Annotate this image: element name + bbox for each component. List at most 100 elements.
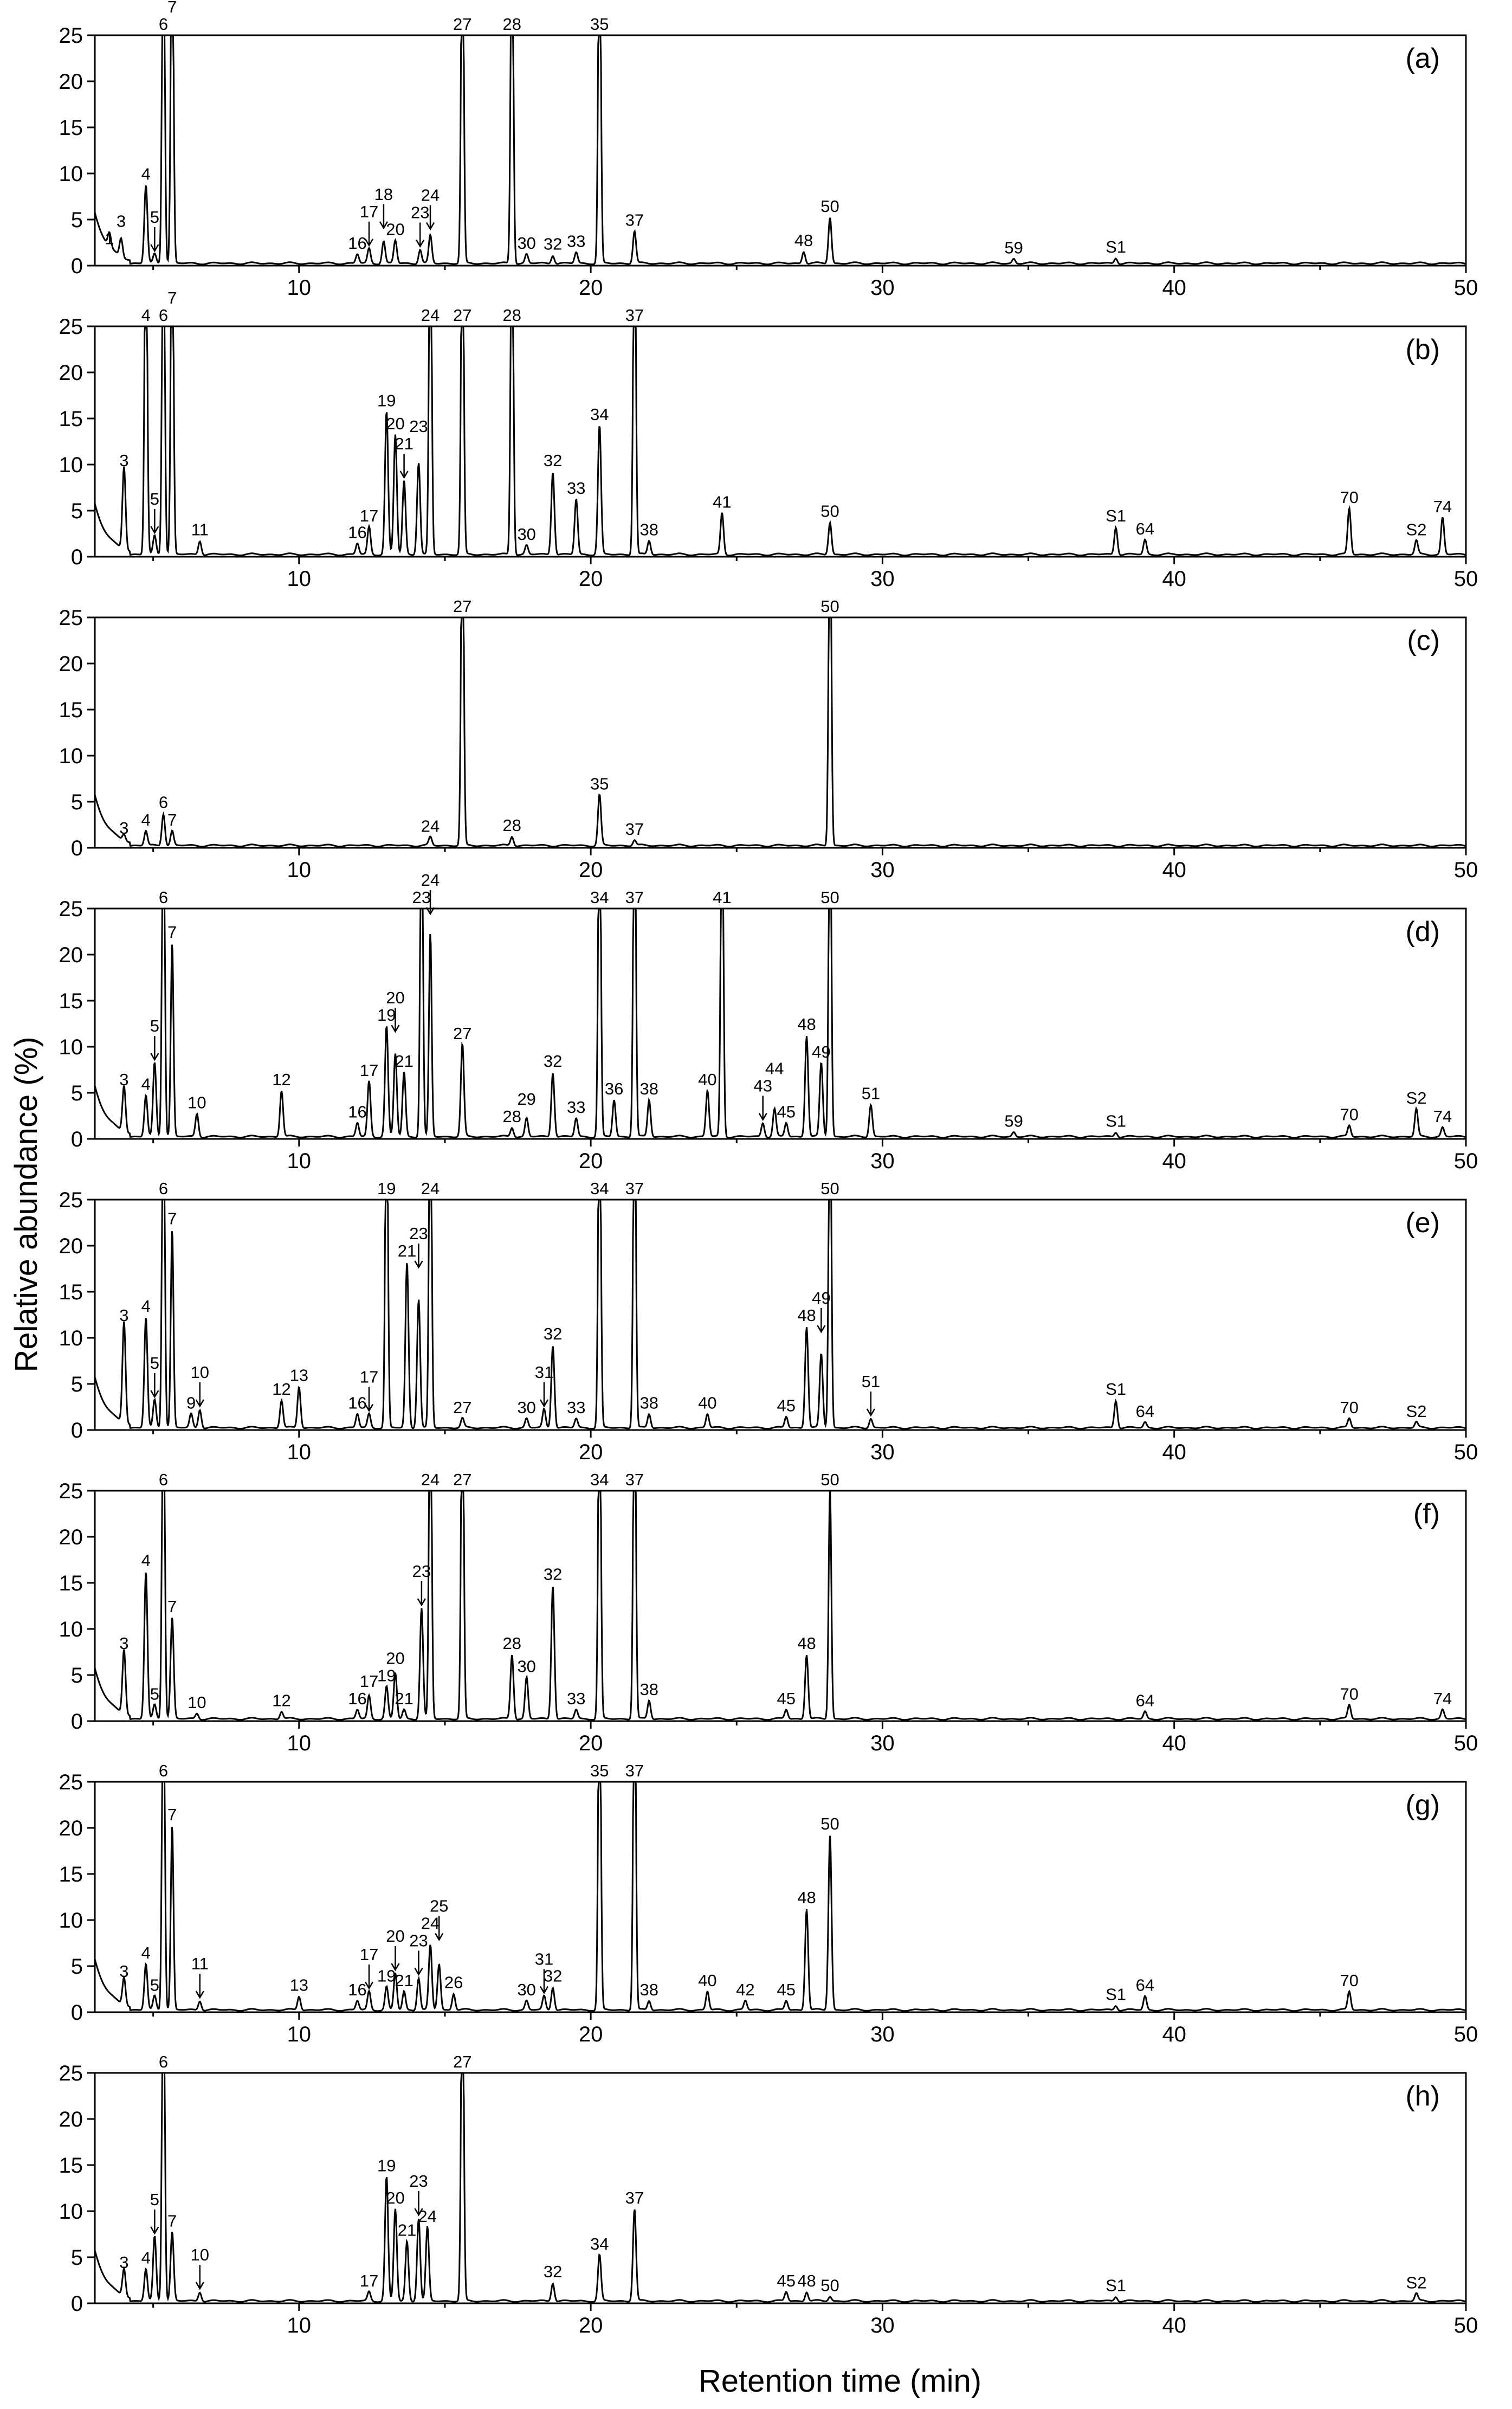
x-tick-label: 20 — [579, 1731, 603, 1755]
peak-label: 37 — [625, 1761, 644, 1780]
x-tick-label: 50 — [1454, 567, 1478, 591]
peak-arrow-head — [150, 1053, 159, 1061]
peak-label: 21 — [395, 1052, 413, 1071]
peak-label: 27 — [453, 2052, 471, 2071]
peak-label: S1 — [1106, 1380, 1126, 1399]
peak-label: 19 — [377, 1179, 396, 1198]
chromatogram-trace — [95, 1200, 1466, 1430]
x-tick-label: 10 — [287, 1731, 312, 1755]
peak-arrow-head — [195, 2282, 204, 2290]
peak-label: 10 — [188, 1093, 206, 1112]
peak-label: 18 — [374, 185, 393, 204]
peak-arrow-head — [391, 1025, 400, 1033]
peak-label: 37 — [625, 888, 644, 907]
peak-label: 34 — [590, 1179, 609, 1198]
peak-label: 19 — [377, 1967, 396, 1986]
peak-label: 24 — [421, 1914, 440, 1933]
peak-label: 6 — [159, 1470, 168, 1489]
peak-label: 23 — [409, 1224, 428, 1243]
peak-arrow-head — [539, 1986, 549, 1994]
peak-label: 12 — [272, 1691, 290, 1710]
peak-label: 40 — [698, 1070, 716, 1089]
peak-label: 7 — [167, 923, 177, 942]
peak-label: 6 — [159, 1761, 168, 1780]
peak-label: 4 — [141, 1551, 151, 1570]
peak-label: 21 — [395, 434, 413, 453]
x-tick-label: 40 — [1162, 1440, 1186, 1464]
peak-label: S1 — [1106, 2276, 1126, 2295]
x-tick-label: 30 — [870, 2022, 895, 2046]
peak-label: 64 — [1136, 519, 1154, 538]
peak-label: 34 — [590, 405, 609, 424]
peak-label: 28 — [503, 1634, 521, 1653]
peak-label: 48 — [797, 2271, 816, 2290]
peak-arrow-head — [195, 1399, 204, 1408]
panel-tag: (a) — [1405, 43, 1440, 74]
x-tick-label: 30 — [870, 858, 895, 882]
peak-label: 38 — [640, 520, 658, 539]
peak-label: 45 — [777, 1689, 796, 1708]
peak-label: 3 — [119, 1070, 128, 1089]
y-tick-label: 25 — [59, 1188, 83, 1212]
panel-c: 0 5 10 15 20 25 10 20 30 40 50 (c) 3 467 24 27 28 35 37 50 — [59, 597, 1478, 882]
chromatogram-trace — [95, 2073, 1466, 2303]
y-tick-label: 10 — [59, 1909, 83, 1933]
peak-label: 12 — [272, 1380, 290, 1399]
x-tick-label: 40 — [1162, 1149, 1186, 1173]
peak-label: 31 — [535, 1363, 553, 1382]
peak-label: 3 — [117, 212, 126, 231]
peak-label: 34 — [590, 2234, 609, 2253]
peak-label: 19 — [377, 1666, 396, 1685]
y-tick-label: 25 — [59, 606, 83, 630]
peak-label: 23 — [409, 2172, 428, 2191]
peak-label: 24 — [418, 2207, 436, 2226]
y-tick-label: 0 — [71, 1710, 83, 1734]
peak-arrow-head — [150, 526, 159, 534]
peak-label: 33 — [567, 1098, 585, 1117]
peak-label: 20 — [386, 988, 404, 1007]
peak-label: 35 — [590, 775, 609, 794]
peak-label: S2 — [1406, 1088, 1427, 1107]
peak-label: 17 — [360, 1945, 378, 1964]
chromatogram-trace — [95, 909, 1466, 1139]
y-tick-label: 15 — [59, 2154, 83, 2178]
peak-label: 6 — [159, 1179, 168, 1198]
plot-frame — [94, 1199, 1467, 1431]
y-tick-label: 5 — [71, 2246, 83, 2270]
x-tick-label: 20 — [579, 858, 603, 882]
peak-label: 23 — [411, 203, 429, 222]
peak-label: 30 — [517, 1657, 535, 1676]
peak-label: 10 — [191, 1363, 209, 1382]
peak-label: 37 — [625, 306, 644, 325]
peak-arrow-head — [539, 1399, 549, 1408]
y-tick-label: 25 — [59, 315, 83, 339]
peak-arrow-head — [417, 1598, 426, 1607]
peak-label: 50 — [820, 1179, 839, 1198]
y-tick-label: 10 — [59, 1326, 83, 1350]
peak-label: 40 — [698, 1971, 716, 1990]
peak-label: 32 — [544, 1967, 562, 1986]
y-tick-label: 5 — [71, 1081, 83, 1105]
peak-arrow-head — [195, 1991, 204, 1999]
peak-label: 49 — [812, 1042, 830, 1061]
peak-arrow-head — [391, 1963, 400, 1972]
peak-label: 24 — [421, 1179, 440, 1198]
peak-label: 32 — [544, 1565, 562, 1584]
peak-label: 28 — [503, 1107, 521, 1126]
peak-label: 3 — [119, 1962, 128, 1981]
x-tick-label: 30 — [870, 1149, 895, 1173]
y-tick-label: 20 — [59, 2108, 83, 2131]
peak-label: S2 — [1406, 2273, 1427, 2292]
y-tick-label: 0 — [71, 2001, 83, 2025]
peak-label: 64 — [1136, 1402, 1154, 1421]
x-tick-label: 50 — [1454, 2314, 1478, 2337]
peak-label: 16 — [348, 1394, 366, 1413]
peak-label: 32 — [544, 1324, 562, 1343]
peak-arrow-head — [425, 222, 435, 230]
peak-label: 16 — [348, 234, 366, 253]
y-tick-label: 5 — [71, 208, 83, 232]
plot-frame — [94, 1490, 1467, 1722]
peak-label: 19 — [377, 391, 396, 410]
